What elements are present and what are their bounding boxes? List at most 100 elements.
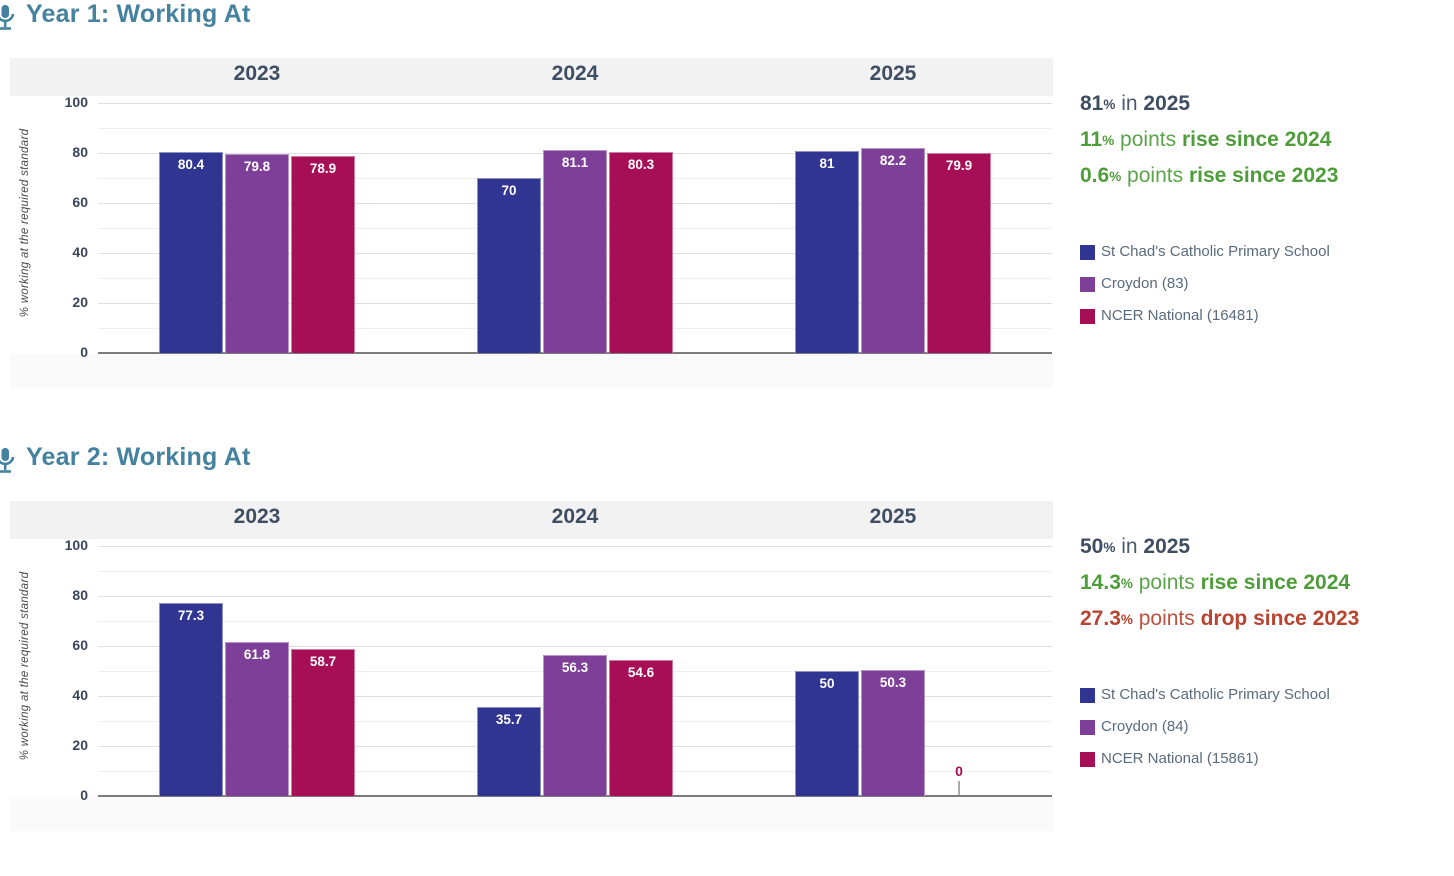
y-tick-label: 0	[80, 787, 88, 803]
y-tick-label: 80	[72, 587, 88, 603]
summary-percent-sign: %	[1102, 133, 1115, 148]
gridline	[98, 571, 1052, 572]
gridline	[98, 596, 1052, 597]
bar[interactable]: 70	[477, 178, 541, 353]
y-tick-label: 20	[72, 737, 88, 753]
y-tick-label: 80	[72, 144, 88, 160]
summary-line: 14.3% points rise since 2024	[1080, 571, 1350, 595]
summary-middle-text: points	[1121, 164, 1189, 187]
bar[interactable]: 80.3	[609, 152, 673, 353]
y-tick-label: 60	[72, 194, 88, 210]
summary-percent-sign: %	[1120, 612, 1133, 627]
year2-chart-section: Year 2: Working At % working at the requ…	[0, 443, 1454, 876]
bar-value-label: 56.3	[561, 660, 589, 676]
gridline	[98, 103, 1052, 104]
y-axis-label: % working at the required standard	[19, 571, 31, 761]
y-tick-label: 0	[80, 344, 88, 360]
bar[interactable]: 79.9	[927, 153, 991, 353]
bar-value-label: 79.9	[945, 158, 973, 174]
summary-line: 50% in 2025	[1080, 535, 1190, 559]
microphone-icon	[0, 3, 19, 33]
bar-value-label: 82.2	[879, 152, 907, 168]
bar[interactable]: 58.7	[291, 649, 355, 796]
bar-value-label: 35.7	[495, 711, 523, 727]
summary-middle-text: in	[1115, 535, 1144, 558]
legend-label: Croydon (84)	[1101, 718, 1189, 735]
summary-middle-text: points	[1132, 607, 1201, 630]
bar[interactable]: 77.3	[159, 602, 223, 796]
summary-emphasis-text: 2025	[1143, 535, 1191, 558]
bar[interactable]: 50	[795, 671, 859, 796]
chart-title: Year 2: Working At	[26, 443, 251, 471]
summary-value: 11	[1080, 128, 1103, 151]
y-tick-label: 40	[72, 687, 88, 703]
summary-middle-text: points	[1114, 128, 1182, 151]
bar[interactable]: 50.3	[861, 670, 925, 796]
chart-title: Year 1: Working At	[26, 0, 251, 28]
bar[interactable]: 56.3	[543, 655, 607, 796]
bar[interactable]: 79.8	[225, 153, 289, 353]
summary-percent-sign: %	[1120, 576, 1133, 591]
zero-tick-line	[958, 781, 960, 795]
zero-value-marker[interactable]: 0	[927, 756, 991, 796]
summary-emphasis-text: drop since 2023	[1200, 607, 1360, 630]
bar[interactable]: 81	[795, 150, 859, 353]
bar[interactable]: 54.6	[609, 659, 673, 796]
legend-swatch-icon	[1080, 245, 1095, 260]
summary-emphasis-text: rise since 2024	[1181, 128, 1332, 151]
gridline	[98, 546, 1052, 547]
bar-value-label: 58.7	[309, 654, 337, 670]
summary-value: 14.3	[1080, 571, 1121, 594]
gridline	[98, 646, 1052, 647]
summary-emphasis-text: rise since 2023	[1188, 164, 1339, 187]
year-header: 2025	[869, 505, 917, 528]
year-header: 2024	[551, 505, 599, 528]
legend-swatch-icon	[1080, 720, 1095, 735]
summary-line: 11% points rise since 2024	[1080, 128, 1331, 152]
plot-area: 77.3 61.8 58.7 35.7 56.3 54.6 50 50.3 0	[98, 546, 1052, 797]
bar-value-label: 70	[501, 183, 517, 198]
bar[interactable]: 78.9	[291, 155, 355, 353]
bar-value-label: 61.8	[243, 646, 271, 662]
bar-value-label: 78.9	[309, 160, 337, 176]
legend-swatch-icon	[1080, 688, 1095, 703]
summary-middle-text: points	[1132, 571, 1201, 594]
bar[interactable]: 61.8	[225, 641, 289, 796]
bar[interactable]: 81.1	[543, 150, 607, 353]
microphone-icon	[0, 446, 19, 476]
bar[interactable]: 80.4	[159, 152, 223, 353]
summary-value: 27.3	[1080, 607, 1121, 630]
year-header-band	[10, 58, 1053, 96]
summary-value: 81	[1080, 92, 1104, 115]
summary-line: 81% in 2025	[1080, 92, 1190, 116]
legend-swatch-icon	[1080, 752, 1095, 767]
y-tick-label: 100	[64, 537, 88, 553]
bar-value-label: 80.4	[177, 157, 205, 172]
year-header: 2024	[551, 62, 599, 85]
summary-percent-sign: %	[1109, 169, 1122, 184]
year1-chart-section: Year 1: Working At % working at the requ…	[0, 0, 1454, 433]
y-tick-label: 60	[72, 637, 88, 653]
year-header: 2025	[869, 62, 917, 85]
bar-value-label: 50.3	[879, 675, 907, 691]
bar-value-label: 50	[819, 676, 835, 691]
x-axis-baseline	[98, 352, 1052, 354]
summary-percent-sign: %	[1103, 540, 1116, 555]
chart-bottom-strip	[10, 797, 1053, 831]
legend-label: NCER National (15861)	[1101, 750, 1259, 767]
legend-label: Croydon (83)	[1101, 275, 1189, 292]
y-tick-label: 40	[72, 244, 88, 260]
bar-value-label: 80.3	[627, 157, 655, 173]
year-header-band	[10, 501, 1053, 539]
bar-value-label: 54.6	[627, 664, 655, 680]
summary-percent-sign: %	[1103, 97, 1116, 112]
summary-value: 0.6	[1080, 164, 1110, 187]
bar[interactable]: 82.2	[861, 147, 925, 353]
summary-middle-text: in	[1115, 92, 1144, 115]
bar-value-label: 81	[819, 155, 835, 171]
bar[interactable]: 35.7	[477, 706, 541, 796]
bar-value-label: 81.1	[561, 155, 589, 171]
x-axis-baseline	[98, 795, 1052, 797]
summary-emphasis-text: rise since 2024	[1200, 571, 1351, 594]
chart-bottom-strip	[10, 354, 1053, 388]
